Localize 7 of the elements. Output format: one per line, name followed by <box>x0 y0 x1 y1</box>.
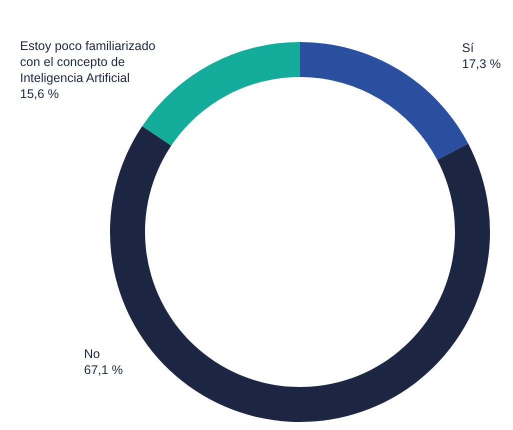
data-label: 67,1 % <box>84 363 123 377</box>
slice-label: No <box>84 347 100 361</box>
data-label: 17,3 % <box>462 57 501 71</box>
slice-label: Estoy poco familiarizado con el concepto de Inteligencia Artificial <box>20 39 156 85</box>
slice-label: Sí <box>462 41 474 55</box>
donut-slice <box>110 126 490 422</box>
data-label: 15,6 % <box>20 87 59 101</box>
